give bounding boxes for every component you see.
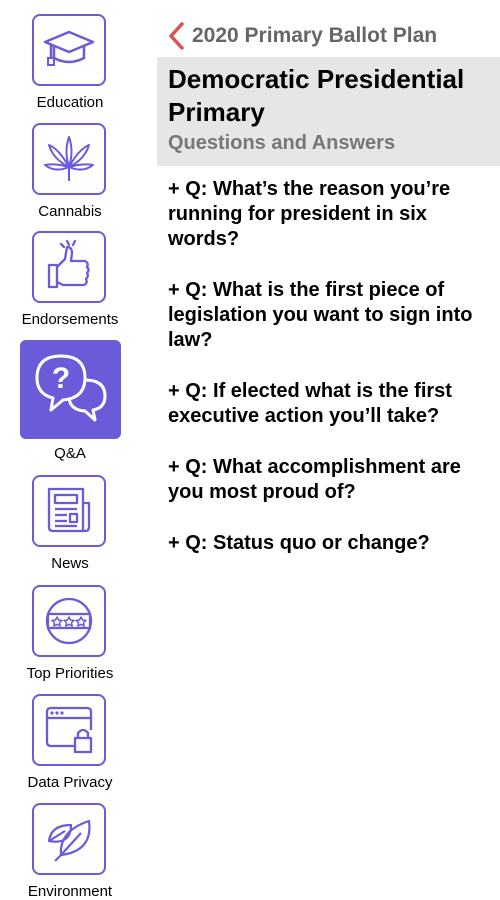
qa-question[interactable]: + Q: What’s the reason you’re running fo… <box>168 178 451 250</box>
back-chevron-icon[interactable] <box>166 21 188 51</box>
news-tile[interactable] <box>32 475 106 547</box>
chat-question-icon: ? <box>35 354 106 421</box>
back-label[interactable]: 2020 Primary Ballot Plan <box>192 24 438 47</box>
cannabis-tile[interactable] <box>32 123 106 195</box>
newspaper-icon <box>47 487 91 533</box>
sidebar-item-label: Education <box>36 94 104 111</box>
qa-question[interactable]: + Q: If elected what is the first execut… <box>168 380 452 427</box>
education-tile[interactable] <box>32 14 106 86</box>
top-priorities-tile[interactable] <box>32 585 106 657</box>
sidebar-item-label: Data Privacy <box>27 774 113 791</box>
qa-question[interactable]: + Q: Status quo or change? <box>168 532 430 554</box>
page-subtitle: Questions and Answers <box>168 132 396 154</box>
back-navigation[interactable]: 2020 Primary Ballot Plan <box>166 20 437 52</box>
sidebar-item-label: News <box>51 555 89 572</box>
page-title: Democratic Presidential Primary <box>168 64 465 127</box>
graduation-cap-icon <box>43 30 95 66</box>
sidebar: Education Cannabis <box>0 0 140 900</box>
sidebar-item-label: Environment <box>27 883 113 900</box>
endorsements-tile[interactable] <box>32 231 106 303</box>
sidebar-item-label: Top Priorities <box>26 665 114 682</box>
leaves-icon <box>47 819 91 862</box>
sidebar-item-label: Q&A <box>54 445 86 462</box>
qa-list: + Q: What’s the reason you’re running fo… <box>168 177 488 582</box>
svg-text:?: ? <box>51 362 69 395</box>
sidebar-item-label: Cannabis <box>38 203 102 220</box>
sidebar-item-label: Endorsements <box>21 311 119 328</box>
page-header: Democratic Presidential Primary Question… <box>157 57 500 166</box>
qa-question[interactable]: + Q: What is the first piece of legislat… <box>168 279 473 351</box>
stars-badge-icon <box>45 597 93 645</box>
qa-question[interactable]: + Q: What accomplishment are you most pr… <box>168 456 461 503</box>
cannabis-leaf-icon <box>44 136 94 181</box>
data-privacy-tile[interactable] <box>32 694 106 766</box>
thumbs-up-icon <box>47 239 90 289</box>
environment-tile[interactable] <box>32 803 106 875</box>
qa-tile[interactable]: ? <box>20 340 121 439</box>
browser-lock-icon <box>45 706 93 754</box>
